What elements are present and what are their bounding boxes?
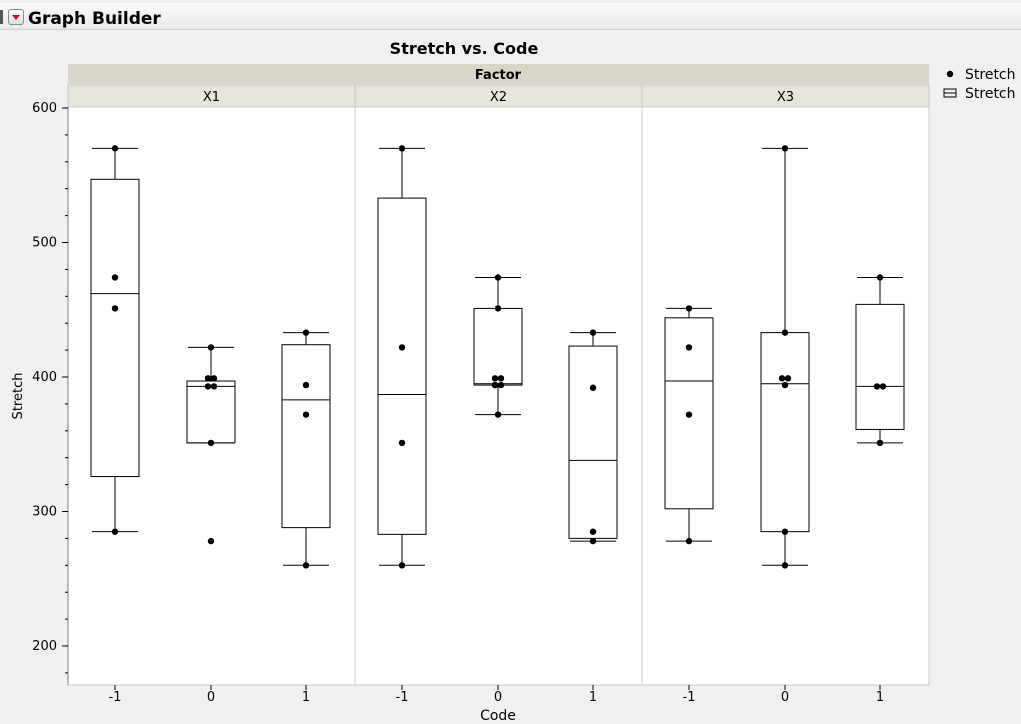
panel-label: X3 [777,90,794,105]
box-group [568,329,618,545]
data-point [778,375,786,382]
box-group [760,145,810,569]
data-point [111,305,119,312]
data-point [781,329,789,336]
x-axis-label: Code [480,708,516,724]
panel-label: X1 [203,90,220,105]
y-axis-label: Stretch [11,373,26,420]
y-tick-label: 400 [32,370,57,385]
data-point [204,375,212,382]
legend-point-icon [946,70,954,78]
box-group [855,274,905,447]
disclosure-handle[interactable] [0,10,3,24]
group-header-bar [68,64,929,84]
box-group [186,344,236,545]
x-tick-label: 1 [589,690,597,705]
x-tick-label: 0 [494,690,502,705]
data-point [589,528,597,535]
data-point [589,537,597,545]
data-point [111,145,119,152]
x-tick-label: 0 [781,690,789,705]
data-point [210,383,218,390]
data-point [589,329,597,336]
red-triangle-menu-icon[interactable] [8,9,24,25]
data-point [398,439,406,447]
y-tick-label: 500 [32,236,57,251]
x-tick-label: 0 [207,690,215,705]
data-point [781,528,789,535]
data-point [111,274,119,281]
data-point [111,528,119,535]
data-point [207,344,215,351]
data-point [781,381,789,389]
chart-title: Stretch vs. Code [390,39,539,58]
box [664,317,714,510]
data-point [210,375,218,382]
data-point [784,375,792,382]
box-group [281,329,331,569]
legend-item-box[interactable]: Stretch [943,86,1016,102]
group-header-label: Factor [475,68,522,83]
panel-label: X2 [490,90,507,105]
data-point [491,381,499,389]
box-group [377,145,427,569]
data-point [302,562,310,569]
legend[interactable]: Stretch Stretch [943,67,1016,102]
x-tick-label: -1 [396,690,409,705]
data-point [302,381,310,389]
data-point [398,562,406,569]
panel-x1: X1 [67,84,356,686]
legend-label: Stretch [965,86,1016,102]
data-point [207,537,215,545]
y-tick-label: 200 [32,639,57,654]
data-point [494,305,502,312]
x-tick-label: -1 [109,690,122,705]
data-point [497,381,505,389]
box-group [90,145,140,535]
data-point [876,274,884,281]
data-point [781,562,789,569]
panel-x2: X2 [354,84,643,686]
panel-plot-area [67,106,356,686]
data-point [204,383,212,390]
data-point [879,383,887,390]
x-tick-label: 1 [302,690,310,705]
data-point [685,344,693,351]
data-point [494,274,502,281]
data-point [207,439,215,447]
data-point [876,439,884,447]
data-point [491,375,499,382]
box [281,344,331,529]
data-point [781,145,789,152]
box-group [473,274,523,418]
title-bar: Graph Builder [0,3,1021,30]
x-tick-label: -1 [683,690,696,705]
legend-item-point[interactable]: Stretch [946,67,1016,83]
data-point [302,329,310,336]
data-point [685,411,693,418]
y-tick-label: 300 [32,505,57,520]
x-tick-label: 1 [876,690,884,705]
app-title: Graph Builder [28,9,161,29]
data-point [685,537,693,545]
box [377,197,427,535]
data-point [398,344,406,351]
box [855,303,905,430]
data-point [589,384,597,391]
data-point [302,411,310,418]
data-point [497,375,505,382]
data-point [494,411,502,418]
legend-label: Stretch [965,67,1016,83]
data-point [873,383,881,390]
box-group [664,305,714,545]
data-point [398,145,406,152]
box [90,178,140,478]
data-point [685,305,693,312]
y-tick-label: 600 [32,101,57,116]
panel-x3: X3 [641,84,930,686]
